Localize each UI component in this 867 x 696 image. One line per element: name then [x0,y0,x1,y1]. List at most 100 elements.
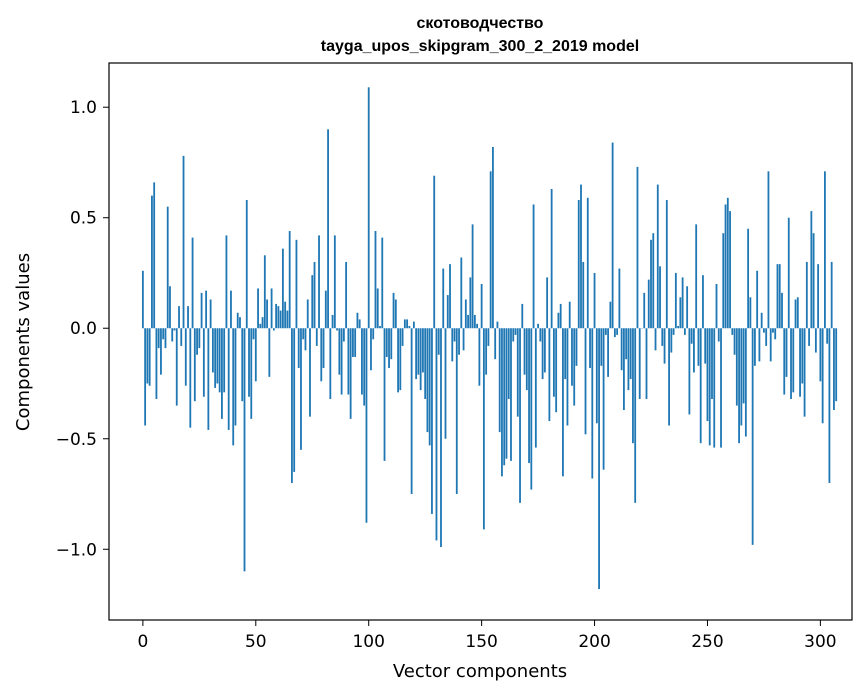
bar-0 [141,270,144,329]
bar-63 [284,301,287,329]
y-tick-label: −0.5 [56,430,97,450]
bar-147 [473,314,476,329]
bar-143 [464,299,467,329]
bar-217 [632,328,634,444]
bar-173 [532,204,535,329]
bar-130 [435,328,438,541]
bar-266 [742,328,745,404]
bar-134 [444,328,447,439]
bar-136 [449,264,451,329]
bar-57 [270,288,273,329]
bar-277 [767,171,770,329]
bar-19 [184,328,187,386]
bar-64 [286,310,289,329]
bar-71 [302,328,305,340]
bar-62 [281,248,284,329]
bar-80 [322,328,325,369]
bar-68 [295,239,298,329]
bar-161 [505,328,508,459]
bar-241 [686,286,689,329]
bar-11 [166,206,169,329]
bar-114 [399,328,402,391]
bar-95 [356,312,359,329]
bar-112 [394,299,397,329]
bar-61 [279,310,282,329]
bar-242 [688,328,691,415]
bar-34 [218,328,221,393]
bar-153 [487,328,490,346]
bar-258 [724,204,727,329]
bar-224 [647,279,650,329]
bar-293 [803,328,806,417]
bar-28 [205,290,208,329]
x-tick-label: 100 [352,632,384,652]
bar-46 [245,200,248,329]
bar-212 [620,328,623,371]
bar-202 [598,328,600,590]
bar-125 [424,328,427,399]
bar-149 [478,328,481,386]
bar-109 [388,328,390,369]
bar-27 [202,328,205,397]
bar-141 [460,257,463,329]
bar-220 [638,328,641,399]
bar-235 [672,328,675,335]
bar-43 [239,317,241,329]
bar-269 [749,297,752,329]
bar-274 [760,312,763,329]
bar-275 [763,328,765,333]
bar-232 [665,200,668,329]
bar-197 [586,197,589,329]
bar-259 [726,197,729,329]
bar-138 [453,328,456,342]
bar-148 [476,323,479,329]
bar-33 [216,328,219,384]
bar-237 [677,326,680,329]
bar-278 [769,328,772,362]
bar-25 [198,328,201,349]
bar-76 [313,261,316,329]
bar-211 [618,268,621,329]
bar-29 [207,328,210,430]
bar-123 [419,328,422,391]
bar-158 [498,328,501,433]
bar-56 [268,328,271,377]
bar-205 [604,328,607,335]
bar-113 [397,328,399,393]
bar-55 [266,299,268,329]
bar-201 [595,328,598,424]
bar-267 [744,328,747,437]
bar-279 [772,328,774,333]
bar-39 [230,290,232,329]
bar-110 [390,328,393,360]
bar-288 [792,328,795,393]
bar-38 [227,328,230,430]
bar-96 [358,319,361,329]
bar-185 [559,303,562,329]
bar-133 [442,268,445,329]
bar-12 [169,286,171,329]
bar-93 [352,328,354,357]
chart-title-line1: скотоводчество [417,15,544,32]
bar-81 [324,290,327,329]
bar-100 [367,87,370,329]
bar-119 [410,328,413,495]
bar-257 [722,233,725,329]
bar-243 [690,328,693,344]
bar-195 [582,261,585,329]
bar-199 [591,328,594,479]
bar-107 [383,328,386,461]
bar-299 [817,264,820,329]
bar-101 [370,328,372,371]
bar-247 [699,328,702,444]
bar-194 [580,184,582,329]
bar-294 [805,261,808,329]
bar-172 [530,328,533,490]
bar-233 [668,328,670,426]
bar-261 [731,328,734,335]
bar-304 [828,328,831,483]
bar-292 [801,328,804,384]
bar-75 [311,275,314,329]
bar-23 [193,328,196,402]
bar-302 [824,171,826,329]
